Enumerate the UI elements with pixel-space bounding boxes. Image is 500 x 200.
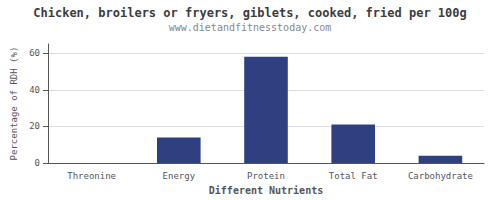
svg-text:Carbohydrate: Carbohydrate: [408, 171, 473, 181]
svg-text:Total Fat: Total Fat: [329, 171, 378, 181]
svg-text:www.dietandfitnesstoday.com: www.dietandfitnesstoday.com: [169, 22, 332, 33]
svg-text:Protein: Protein: [247, 171, 285, 181]
svg-text:20: 20: [29, 121, 40, 131]
svg-text:40: 40: [29, 85, 40, 95]
svg-text:0: 0: [35, 158, 40, 168]
svg-text:Different Nutrients: Different Nutrients: [209, 185, 323, 196]
svg-text:Threonine: Threonine: [67, 171, 116, 181]
svg-text:Energy: Energy: [163, 171, 196, 181]
svg-text:Percentage of RDH (%): Percentage of RDH (%): [9, 47, 19, 161]
svg-text:Chicken, broilers or fryers, g: Chicken, broilers or fryers, giblets, co…: [33, 6, 466, 20]
svg-text:60: 60: [29, 48, 40, 58]
